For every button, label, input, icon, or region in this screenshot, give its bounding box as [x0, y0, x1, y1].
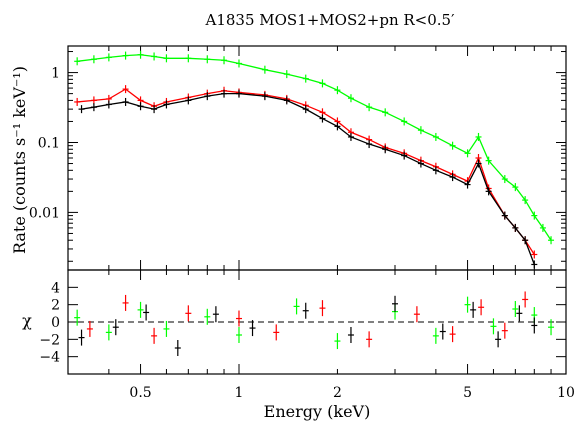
chi-tick-label: 4: [51, 280, 60, 296]
spectrum-model-line: [77, 88, 535, 255]
spectrum-axis-ticks: 0.01 0.1 1: [29, 51, 566, 262]
residual-axis-ticks: −4 −202 4: [39, 280, 566, 366]
y-tick-label: 0.1: [38, 135, 60, 151]
y-axis-label-rate: Rate (counts s⁻¹ keV⁻¹): [10, 66, 29, 254]
x-tick-label: 2: [333, 385, 342, 401]
residual-series-layer: [74, 291, 555, 356]
x-tick-label: 0.5: [129, 385, 151, 401]
chi-tick-label: 2: [51, 298, 60, 314]
spectrum-model-line: [81, 92, 535, 265]
x-tick-label: 5: [463, 385, 472, 401]
spectrum-series-layer: [74, 50, 555, 269]
chi-tick-label: −2: [39, 332, 60, 348]
x-axis-label: Energy (keV): [264, 402, 371, 421]
y-tick-label: 0.01: [29, 205, 60, 221]
y-axis-label-chi: χ: [22, 311, 32, 330]
chi-tick-label: −4: [39, 350, 60, 366]
x-tick-label: 1: [235, 385, 244, 401]
energy-axis-ticks: 0.5 1 2 5 10: [67, 46, 575, 401]
chart-title: A1835 MOS1+MOS2+pn R<0.5′: [204, 11, 455, 29]
chi-tick-label: 0: [51, 315, 60, 331]
y-tick-label: 1: [51, 66, 60, 82]
x-tick-label: 10: [557, 385, 575, 401]
spectrum-panel-frame: [67, 45, 567, 271]
spectrum-model-line: [77, 54, 552, 241]
